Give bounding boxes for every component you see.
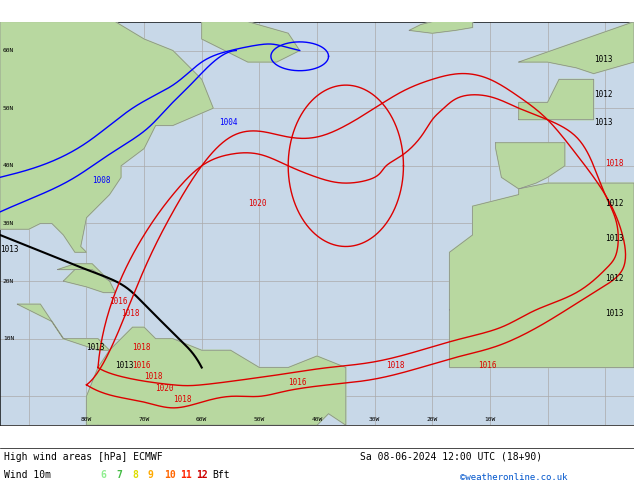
Text: 1020: 1020 <box>248 199 266 208</box>
Text: High wind areas [hPa] ECMWF: High wind areas [hPa] ECMWF <box>4 452 163 462</box>
Text: 40N: 40N <box>3 163 14 168</box>
Text: 1020: 1020 <box>155 384 174 392</box>
Text: 6: 6 <box>100 470 106 480</box>
Text: 20N: 20N <box>3 279 14 284</box>
Text: Sa 08-06-2024 12:00 UTC (18+90): Sa 08-06-2024 12:00 UTC (18+90) <box>360 452 542 462</box>
Text: 50W: 50W <box>254 417 265 422</box>
Text: 1013: 1013 <box>605 234 624 243</box>
Text: 1018: 1018 <box>173 395 191 404</box>
Text: 1018: 1018 <box>144 372 162 381</box>
Polygon shape <box>202 22 300 62</box>
Text: 1013: 1013 <box>0 245 18 254</box>
Polygon shape <box>450 183 634 368</box>
Text: Bft: Bft <box>212 470 230 480</box>
Text: 9: 9 <box>148 470 154 480</box>
Text: 1016: 1016 <box>288 378 307 387</box>
Polygon shape <box>86 327 346 425</box>
Text: 1012: 1012 <box>605 274 624 283</box>
Text: 1013: 1013 <box>86 343 105 352</box>
Text: 1008: 1008 <box>92 176 111 185</box>
Text: 7: 7 <box>116 470 122 480</box>
Polygon shape <box>17 304 110 350</box>
Text: 60N: 60N <box>3 48 14 53</box>
Polygon shape <box>409 19 472 33</box>
Text: 1018: 1018 <box>121 309 139 318</box>
Text: 1016: 1016 <box>133 361 151 369</box>
Text: Wind 10m: Wind 10m <box>4 470 51 480</box>
Text: 10N: 10N <box>3 336 14 341</box>
Text: 1018: 1018 <box>605 159 624 168</box>
Text: 1016: 1016 <box>110 297 128 306</box>
Polygon shape <box>519 79 593 120</box>
Text: 40W: 40W <box>311 417 323 422</box>
Text: 1013: 1013 <box>605 309 624 318</box>
Polygon shape <box>496 143 565 189</box>
Polygon shape <box>0 22 213 252</box>
Text: 1018: 1018 <box>133 343 151 352</box>
Text: 1016: 1016 <box>479 361 497 369</box>
Text: 1013: 1013 <box>115 361 134 369</box>
Text: 1012: 1012 <box>605 199 624 208</box>
Text: 1004: 1004 <box>219 119 238 127</box>
Text: 11: 11 <box>180 470 191 480</box>
Text: ©weatheronline.co.uk: ©weatheronline.co.uk <box>460 473 567 482</box>
Text: 10W: 10W <box>484 417 496 422</box>
Text: 1013: 1013 <box>593 55 612 64</box>
Polygon shape <box>63 270 115 293</box>
Text: 1012: 1012 <box>593 90 612 98</box>
Text: 60W: 60W <box>196 417 207 422</box>
Text: 20W: 20W <box>427 417 438 422</box>
Text: 12: 12 <box>196 470 208 480</box>
Text: 30W: 30W <box>369 417 380 422</box>
Text: 80W: 80W <box>81 417 92 422</box>
Text: 10: 10 <box>164 470 176 480</box>
Text: 70W: 70W <box>138 417 150 422</box>
Text: 8: 8 <box>132 470 138 480</box>
Text: 1018: 1018 <box>386 361 404 369</box>
Text: 1013: 1013 <box>593 119 612 127</box>
Polygon shape <box>58 264 115 281</box>
Text: 30N: 30N <box>3 221 14 226</box>
Polygon shape <box>519 22 634 74</box>
Text: 50N: 50N <box>3 106 14 111</box>
